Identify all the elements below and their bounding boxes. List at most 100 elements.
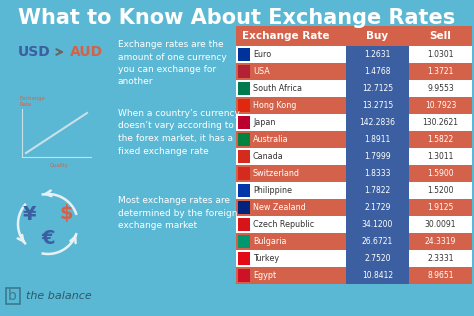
Text: 142.2836: 142.2836 xyxy=(359,118,395,127)
Text: AUD: AUD xyxy=(70,45,103,59)
Text: Exchange rates are the
amount of one currency
you can exchange for
another: Exchange rates are the amount of one cur… xyxy=(118,40,227,87)
FancyBboxPatch shape xyxy=(346,97,409,114)
Text: Buy: Buy xyxy=(366,31,389,41)
Text: the balance: the balance xyxy=(26,291,92,301)
Text: 130.2621: 130.2621 xyxy=(422,118,458,127)
Text: 1.5900: 1.5900 xyxy=(427,169,454,178)
FancyBboxPatch shape xyxy=(238,99,250,112)
Text: 12.7125: 12.7125 xyxy=(362,84,393,93)
FancyBboxPatch shape xyxy=(346,182,409,199)
Text: USA: USA xyxy=(253,67,270,76)
Text: 34.1200: 34.1200 xyxy=(362,220,393,229)
FancyBboxPatch shape xyxy=(346,80,409,97)
FancyBboxPatch shape xyxy=(409,250,472,267)
Text: 8.9651: 8.9651 xyxy=(427,271,454,280)
Text: Exchange
Rate: Exchange Rate xyxy=(20,96,46,107)
FancyBboxPatch shape xyxy=(409,80,472,97)
Text: Euro: Euro xyxy=(253,50,271,59)
Text: 1.0301: 1.0301 xyxy=(427,50,454,59)
Text: Australia: Australia xyxy=(253,135,289,144)
FancyBboxPatch shape xyxy=(236,267,346,284)
Text: 1.2631: 1.2631 xyxy=(365,50,391,59)
FancyBboxPatch shape xyxy=(236,114,346,131)
FancyBboxPatch shape xyxy=(346,114,409,131)
Text: New Zealand: New Zealand xyxy=(253,203,306,212)
Text: b: b xyxy=(8,289,17,303)
FancyBboxPatch shape xyxy=(236,216,346,233)
Text: 1.4768: 1.4768 xyxy=(364,67,391,76)
FancyBboxPatch shape xyxy=(346,131,409,148)
FancyBboxPatch shape xyxy=(236,97,346,114)
FancyBboxPatch shape xyxy=(238,201,250,214)
Text: 1.8911: 1.8911 xyxy=(365,135,391,144)
Text: €: € xyxy=(41,228,55,247)
FancyBboxPatch shape xyxy=(238,116,250,129)
Text: 1.7822: 1.7822 xyxy=(365,186,391,195)
Text: South Africa: South Africa xyxy=(253,84,302,93)
FancyBboxPatch shape xyxy=(238,133,250,146)
Text: 2.7520: 2.7520 xyxy=(364,254,391,263)
FancyBboxPatch shape xyxy=(238,269,250,282)
FancyBboxPatch shape xyxy=(238,252,250,265)
FancyBboxPatch shape xyxy=(409,63,472,80)
FancyBboxPatch shape xyxy=(238,235,250,248)
Text: 24.3319: 24.3319 xyxy=(425,237,456,246)
Text: Switzerland: Switzerland xyxy=(253,169,300,178)
Text: ¥: ¥ xyxy=(23,204,37,223)
Text: 1.5200: 1.5200 xyxy=(427,186,454,195)
FancyBboxPatch shape xyxy=(236,131,346,148)
FancyBboxPatch shape xyxy=(236,165,346,182)
FancyBboxPatch shape xyxy=(409,199,472,216)
FancyBboxPatch shape xyxy=(346,233,409,250)
Text: 30.0091: 30.0091 xyxy=(425,220,456,229)
Text: 1.3721: 1.3721 xyxy=(428,67,454,76)
Text: When a country’s currency
doesn’t vary according to
the forex market, it has a
f: When a country’s currency doesn’t vary a… xyxy=(118,109,240,155)
Text: 10.8412: 10.8412 xyxy=(362,271,393,280)
FancyBboxPatch shape xyxy=(346,46,409,63)
Text: 13.2715: 13.2715 xyxy=(362,101,393,110)
Text: Czech Republic: Czech Republic xyxy=(253,220,314,229)
Text: 2.1729: 2.1729 xyxy=(365,203,391,212)
FancyBboxPatch shape xyxy=(409,182,472,199)
Text: Most exchange rates are
determined by the foreign
exchange market: Most exchange rates are determined by th… xyxy=(118,196,237,230)
FancyBboxPatch shape xyxy=(236,46,346,63)
Text: USD: USD xyxy=(18,45,51,59)
FancyBboxPatch shape xyxy=(346,148,409,165)
Text: Sell: Sell xyxy=(429,31,451,41)
Text: $: $ xyxy=(59,204,73,223)
FancyBboxPatch shape xyxy=(236,148,346,165)
Text: Japan: Japan xyxy=(253,118,275,127)
FancyBboxPatch shape xyxy=(409,267,472,284)
Text: 9.9553: 9.9553 xyxy=(427,84,454,93)
Text: Bulgaria: Bulgaria xyxy=(253,237,286,246)
Text: Canada: Canada xyxy=(253,152,284,161)
FancyBboxPatch shape xyxy=(409,233,472,250)
FancyBboxPatch shape xyxy=(236,80,346,97)
FancyBboxPatch shape xyxy=(409,97,472,114)
FancyBboxPatch shape xyxy=(238,218,250,231)
Text: Hong Kong: Hong Kong xyxy=(253,101,296,110)
Text: Philippine: Philippine xyxy=(253,186,292,195)
Text: 10.7923: 10.7923 xyxy=(425,101,456,110)
FancyBboxPatch shape xyxy=(236,250,346,267)
Text: Exchange Rate: Exchange Rate xyxy=(242,31,329,41)
FancyBboxPatch shape xyxy=(346,63,409,80)
Text: 1.8333: 1.8333 xyxy=(364,169,391,178)
Text: What to Know About Exchange Rates: What to Know About Exchange Rates xyxy=(18,8,456,28)
FancyBboxPatch shape xyxy=(238,82,250,95)
FancyBboxPatch shape xyxy=(238,184,250,197)
Text: Egypt: Egypt xyxy=(253,271,276,280)
FancyBboxPatch shape xyxy=(409,131,472,148)
Text: 1.9125: 1.9125 xyxy=(428,203,454,212)
Text: 26.6721: 26.6721 xyxy=(362,237,393,246)
FancyBboxPatch shape xyxy=(238,150,250,163)
FancyBboxPatch shape xyxy=(238,167,250,180)
Text: Quality: Quality xyxy=(50,163,68,168)
FancyBboxPatch shape xyxy=(346,216,409,233)
FancyBboxPatch shape xyxy=(409,46,472,63)
FancyBboxPatch shape xyxy=(236,63,346,80)
FancyBboxPatch shape xyxy=(236,199,346,216)
Text: Turkey: Turkey xyxy=(253,254,279,263)
Text: 1.7999: 1.7999 xyxy=(364,152,391,161)
Text: 1.5822: 1.5822 xyxy=(428,135,454,144)
